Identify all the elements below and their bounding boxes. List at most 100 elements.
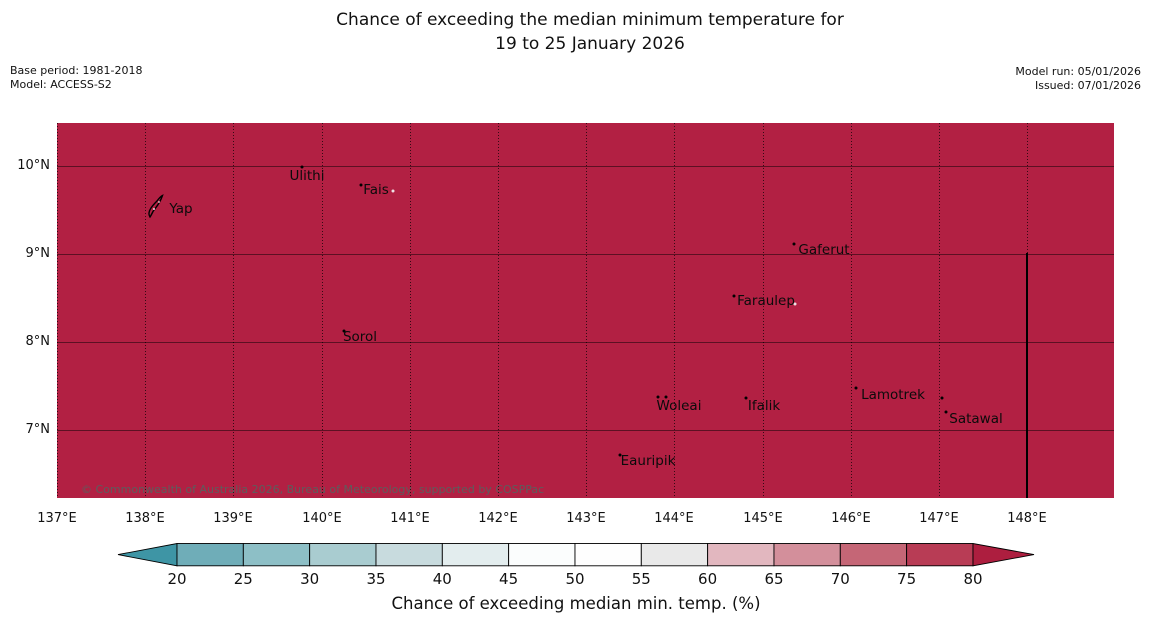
gridline-vertical xyxy=(57,123,58,498)
colorbar-tick-label: 45 xyxy=(499,570,519,588)
gridline-vertical xyxy=(322,123,323,498)
colorbar-segment xyxy=(839,543,908,567)
island-marker-dot xyxy=(732,294,736,298)
island-marker-dot xyxy=(944,410,948,414)
colorbar-segment xyxy=(508,543,576,567)
title-line-2: 19 to 25 January 2026 xyxy=(495,34,685,54)
x-axis-tick-label: 138°E xyxy=(125,511,165,526)
y-axis-tick-label: 7°N xyxy=(25,422,51,437)
colorbar-tick-label: 20 xyxy=(167,570,187,588)
colorbar-segment xyxy=(375,543,443,567)
gridline-horizontal xyxy=(57,430,1114,431)
colorbar-scale xyxy=(117,542,1035,567)
region-boundary-line xyxy=(1026,253,1028,498)
model-info-right: Model run: 05/01/2026 Issued: 07/01/2026 xyxy=(1015,65,1141,93)
y-axis-tick-label: 8°N xyxy=(25,334,51,349)
island-label: Lamotrek xyxy=(861,387,925,403)
gridline-vertical xyxy=(498,123,499,498)
island-outline-icon xyxy=(146,194,170,225)
colorbar-segment xyxy=(309,543,377,567)
colorbar-tick-label: 50 xyxy=(565,570,585,588)
colorbar-tick-label: 35 xyxy=(366,570,386,588)
island-marker-dot xyxy=(744,396,748,400)
island-label: Gaferut xyxy=(798,242,850,258)
issued-text: Issued: 07/01/2026 xyxy=(1034,79,1141,92)
colorbar xyxy=(117,542,1035,567)
colorbar-arrow-right xyxy=(972,542,1035,567)
model-run-text: Model run: 05/01/2026 xyxy=(1015,65,1141,78)
colorbar-tick-label: 30 xyxy=(300,570,320,588)
colorbar-tick-label: 65 xyxy=(764,570,784,588)
colorbar-tick-label: 40 xyxy=(432,570,452,588)
colorbar-segment xyxy=(640,543,709,567)
copyright-text: © Commonwealth of Australia 2026, Bureau… xyxy=(81,483,545,496)
island-label: Eauripik xyxy=(620,453,676,469)
model-name-text: Model: ACCESS-S2 xyxy=(10,78,112,91)
x-axis-tick-label: 148°E xyxy=(1007,511,1047,526)
island-label: Ifalik xyxy=(747,398,781,414)
colorbar-segment xyxy=(242,543,311,567)
island-label: Sorol xyxy=(342,329,378,345)
island-label: Ulithi xyxy=(289,168,325,184)
map-area: © Commonwealth of Australia 2026, Bureau… xyxy=(57,123,1114,498)
colorbar-tick-label: 25 xyxy=(233,570,253,588)
x-axis-tick-label: 143°E xyxy=(566,511,606,526)
colorbar-segment xyxy=(176,543,244,567)
island-land-pixel xyxy=(793,302,797,306)
gridline-vertical xyxy=(674,123,675,498)
x-axis-tick-label: 147°E xyxy=(919,511,959,526)
colorbar-tick-label: 75 xyxy=(897,570,917,588)
gridline-vertical xyxy=(763,123,764,498)
colorbar-tick-label: 80 xyxy=(963,570,983,588)
page-title: Chance of exceeding the median minimum t… xyxy=(30,8,1150,56)
colorbar-segment xyxy=(773,543,841,567)
island-marker-dot xyxy=(664,395,668,399)
x-axis-tick-label: 141°E xyxy=(390,511,430,526)
gridline-horizontal xyxy=(57,166,1114,167)
x-axis-tick-label: 142°E xyxy=(478,511,518,526)
gridline-vertical xyxy=(851,123,852,498)
colorbar-arrow-left xyxy=(117,542,178,567)
x-axis-tick-label: 146°E xyxy=(831,511,871,526)
gridline-vertical xyxy=(410,123,411,498)
colorbar-segment xyxy=(707,543,775,567)
gridline-vertical xyxy=(145,123,146,498)
colorbar-segment xyxy=(441,543,510,567)
island-label: Faraulep xyxy=(737,293,795,309)
island-marker-dot xyxy=(618,453,622,457)
island-marker-dot xyxy=(656,395,660,399)
colorbar-tick-label: 55 xyxy=(631,570,651,588)
island-marker-dot xyxy=(792,242,796,246)
gridline-vertical xyxy=(586,123,587,498)
island-marker-dot xyxy=(342,329,346,333)
island-marker-dot xyxy=(940,396,944,400)
island-label: Yap xyxy=(169,201,193,217)
model-info-left: Base period: 1981-2018 Model: ACCESS-S2 xyxy=(10,64,142,92)
y-axis-tick-label: 10°N xyxy=(17,158,50,173)
island-label: Woleai xyxy=(656,398,702,414)
base-period-text: Base period: 1981-2018 xyxy=(10,64,143,77)
y-axis-tick-label: 9°N xyxy=(25,246,51,261)
island-marker-dot xyxy=(300,165,304,169)
gridline-vertical xyxy=(233,123,234,498)
title-line-1: Chance of exceeding the median minimum t… xyxy=(336,10,844,30)
colorbar-segment xyxy=(906,543,974,567)
x-axis-tick-label: 140°E xyxy=(302,511,342,526)
island-land-pixel xyxy=(391,189,395,193)
gridline-vertical xyxy=(939,123,940,498)
colorbar-tick-label: 70 xyxy=(830,570,850,588)
gridline-horizontal xyxy=(57,342,1114,343)
island-marker-dot xyxy=(854,386,858,390)
x-axis-tick-label: 139°E xyxy=(213,511,253,526)
x-axis-tick-label: 137°E xyxy=(37,511,77,526)
x-axis-tick-label: 145°E xyxy=(743,511,783,526)
colorbar-tick-label: 60 xyxy=(698,570,718,588)
gridline-horizontal xyxy=(57,254,1114,255)
island-label: Satawal xyxy=(949,411,1003,427)
island-marker-dot xyxy=(359,183,363,187)
colorbar-segment xyxy=(574,543,642,567)
x-axis-tick-label: 144°E xyxy=(654,511,694,526)
island-label: Fais xyxy=(363,182,389,198)
colorbar-axis-label: Chance of exceeding median min. temp. (%… xyxy=(391,594,761,613)
